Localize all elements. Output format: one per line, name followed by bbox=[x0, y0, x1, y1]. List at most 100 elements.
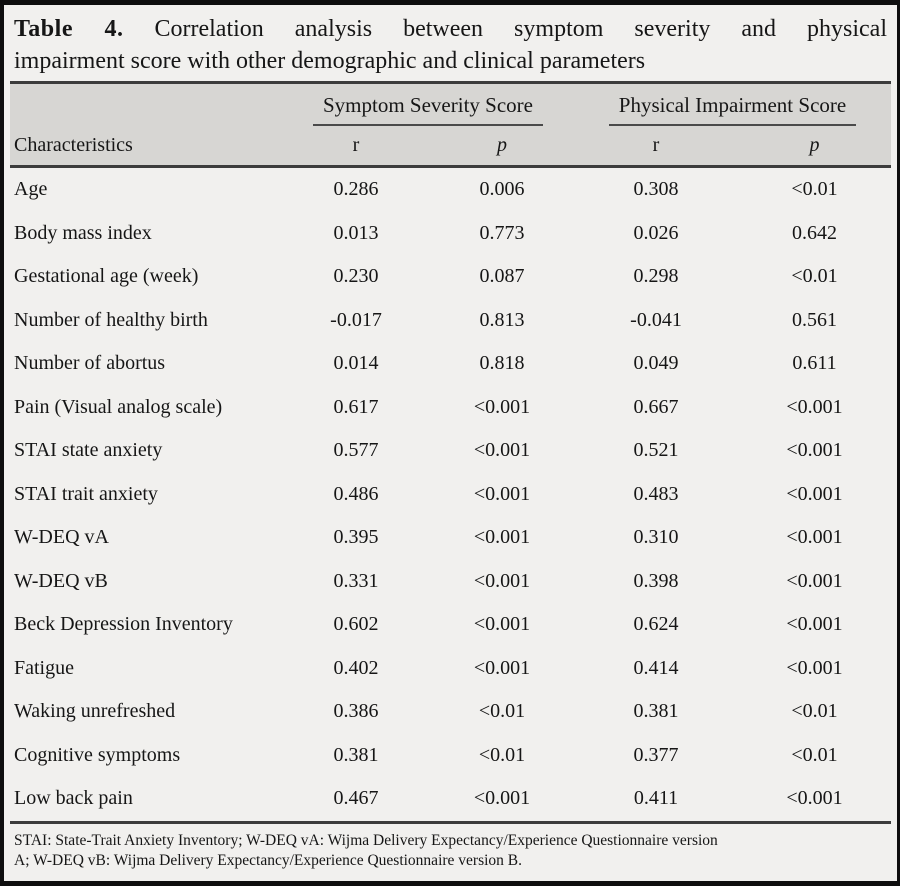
cell-r-symptom: 0.395 bbox=[333, 526, 379, 549]
cell-p-symptom: <0.001 bbox=[473, 526, 531, 549]
table-row: STAI trait anxiety 0.486 <0.001 0.483 <0… bbox=[10, 473, 891, 517]
cell-p-symptom: <0.001 bbox=[473, 395, 531, 418]
cell-p-symptom: <0.001 bbox=[473, 656, 531, 679]
cell-p-physical: <0.001 bbox=[786, 613, 843, 636]
row-characteristic: W-DEQ vA bbox=[14, 526, 109, 549]
cell-r-symptom: 0.617 bbox=[333, 395, 379, 418]
footnote-line-2: A; W-DEQ vB: Wijma Delivery Expectancy/E… bbox=[14, 851, 523, 869]
table-row: Cognitive symptoms 0.381 <0.01 0.377 <0.… bbox=[10, 734, 891, 778]
cell-r-symptom: 0.286 bbox=[333, 178, 379, 201]
table-row: Pain (Visual analog scale) 0.617 <0.001 … bbox=[10, 386, 891, 430]
column-header-r-physical: r bbox=[652, 134, 660, 156]
cell-r-physical: 0.398 bbox=[633, 569, 679, 592]
row-characteristic: Fatigue bbox=[14, 656, 74, 679]
table-footnote: STAI: State-Trait Anxiety Inventory; W-D… bbox=[10, 824, 891, 871]
table-row: Gestational age (week) 0.230 0.087 0.298… bbox=[10, 255, 891, 299]
cell-r-physical: 0.026 bbox=[633, 221, 679, 244]
group-header-physical-impairment: Physical Impairment Score bbox=[574, 92, 891, 126]
cell-p-physical: <0.001 bbox=[786, 482, 843, 505]
column-header-p-symptom: p bbox=[497, 134, 507, 156]
cell-p-symptom: 0.773 bbox=[479, 221, 525, 244]
table-row: W-DEQ vB 0.331 <0.001 0.398 <0.001 bbox=[10, 560, 891, 604]
table-row: Number of abortus 0.014 0.818 0.049 0.61… bbox=[10, 342, 891, 386]
cell-p-physical: <0.01 bbox=[791, 178, 838, 201]
row-characteristic: Low back pain bbox=[14, 787, 133, 810]
row-characteristic: W-DEQ vB bbox=[14, 569, 108, 592]
column-header-characteristics: Characteristics bbox=[14, 134, 133, 156]
cell-r-symptom: 0.602 bbox=[333, 613, 379, 636]
cell-p-symptom: 0.087 bbox=[479, 265, 525, 288]
table-row: Waking unrefreshed 0.386 <0.01 0.381 <0.… bbox=[10, 690, 891, 734]
cell-p-physical: <0.001 bbox=[786, 439, 843, 462]
cell-p-symptom: <0.001 bbox=[473, 569, 531, 592]
cell-r-physical: 0.414 bbox=[633, 656, 679, 679]
cell-r-physical: 0.308 bbox=[633, 178, 679, 201]
cell-p-symptom: <0.001 bbox=[473, 613, 531, 636]
table-row: STAI state anxiety 0.577 <0.001 0.521 <0… bbox=[10, 429, 891, 473]
table-title-line2: impairment score with other demographic … bbox=[14, 48, 646, 74]
cell-p-physical: <0.001 bbox=[786, 526, 843, 549]
cell-p-symptom: 0.818 bbox=[479, 352, 525, 375]
table-title-line1: Table 4. Correlation analysis between sy… bbox=[14, 13, 887, 45]
cell-r-physical: 0.298 bbox=[633, 265, 679, 288]
row-characteristic: Number of abortus bbox=[14, 352, 166, 375]
cell-r-symptom: 0.486 bbox=[333, 482, 379, 505]
cell-p-symptom: <0.001 bbox=[473, 482, 531, 505]
cell-p-physical: 0.561 bbox=[792, 308, 837, 331]
cell-p-symptom: <0.001 bbox=[473, 787, 531, 810]
cell-r-symptom: 0.577 bbox=[333, 439, 379, 462]
cell-r-symptom: 0.467 bbox=[333, 787, 379, 810]
cell-r-physical: 0.377 bbox=[633, 743, 679, 766]
cell-r-physical: 0.310 bbox=[633, 526, 679, 549]
cell-r-physical: 0.624 bbox=[633, 613, 679, 636]
row-characteristic: STAI trait anxiety bbox=[14, 482, 158, 505]
cell-r-symptom: 0.331 bbox=[333, 569, 379, 592]
cell-p-physical: <0.01 bbox=[791, 265, 838, 288]
column-header-row: Characteristics r p r p bbox=[10, 133, 891, 165]
table-row: Body mass index 0.013 0.773 0.026 0.642 bbox=[10, 212, 891, 256]
row-characteristic: Gestational age (week) bbox=[14, 265, 199, 288]
cell-r-physical: 0.483 bbox=[633, 482, 679, 505]
cell-p-symptom: 0.813 bbox=[479, 308, 525, 331]
table-title-text: Correlation analysis between symptom sev… bbox=[154, 16, 887, 42]
cell-r-symptom: 0.014 bbox=[333, 352, 379, 375]
table-row: Beck Depression Inventory 0.602 <0.001 0… bbox=[10, 603, 891, 647]
table-row: W-DEQ vA 0.395 <0.001 0.310 <0.001 bbox=[10, 516, 891, 560]
column-header-r-symptom: r bbox=[352, 134, 360, 156]
cell-p-physical: <0.001 bbox=[786, 395, 843, 418]
group-header-spacer bbox=[10, 92, 282, 126]
cell-r-physical: 0.411 bbox=[633, 787, 679, 810]
table-header: Symptom Severity Score Physical Impairme… bbox=[10, 84, 891, 168]
table-title-label: Table 4. bbox=[14, 16, 124, 42]
cell-p-physical: 0.642 bbox=[792, 221, 837, 244]
row-characteristic: Pain (Visual analog scale) bbox=[14, 395, 223, 418]
cell-r-symptom: 0.386 bbox=[333, 700, 379, 723]
cell-p-physical: <0.01 bbox=[791, 743, 838, 766]
cell-r-symptom: 0.230 bbox=[333, 265, 379, 288]
cell-p-physical: <0.001 bbox=[786, 787, 843, 810]
row-characteristic: Body mass index bbox=[14, 221, 152, 244]
footnote-line-1: STAI: State-Trait Anxiety Inventory; W-D… bbox=[14, 831, 718, 849]
cell-p-symptom: <0.01 bbox=[478, 700, 526, 723]
cell-p-symptom: <0.01 bbox=[478, 743, 526, 766]
group-header-symptom-severity-label: Symptom Severity Score bbox=[313, 92, 543, 126]
row-characteristic: Waking unrefreshed bbox=[14, 700, 176, 723]
cell-r-symptom: -0.017 bbox=[330, 308, 382, 331]
cell-p-symptom: <0.001 bbox=[473, 439, 531, 462]
row-characteristic: Beck Depression Inventory bbox=[14, 613, 233, 636]
table-row: Fatigue 0.402 <0.001 0.414 <0.001 bbox=[10, 647, 891, 691]
title-divider bbox=[10, 81, 891, 84]
cell-r-symptom: 0.381 bbox=[333, 743, 379, 766]
group-header-physical-impairment-label: Physical Impairment Score bbox=[608, 92, 857, 126]
column-header-p-physical: p bbox=[809, 134, 820, 156]
cell-r-physical: 0.667 bbox=[633, 395, 679, 418]
cell-r-physical: 0.381 bbox=[633, 700, 679, 723]
cell-r-physical: 0.521 bbox=[633, 439, 679, 462]
table-body: Age 0.286 0.006 0.308 <0.01 Body mass in… bbox=[10, 168, 891, 824]
row-characteristic: Cognitive symptoms bbox=[14, 743, 181, 766]
cell-p-physical: <0.001 bbox=[786, 656, 843, 679]
cell-p-physical: 0.611 bbox=[792, 352, 837, 375]
table-row: Low back pain 0.467 <0.001 0.411 <0.001 bbox=[10, 777, 891, 821]
table-row: Age 0.286 0.006 0.308 <0.01 bbox=[10, 168, 891, 212]
